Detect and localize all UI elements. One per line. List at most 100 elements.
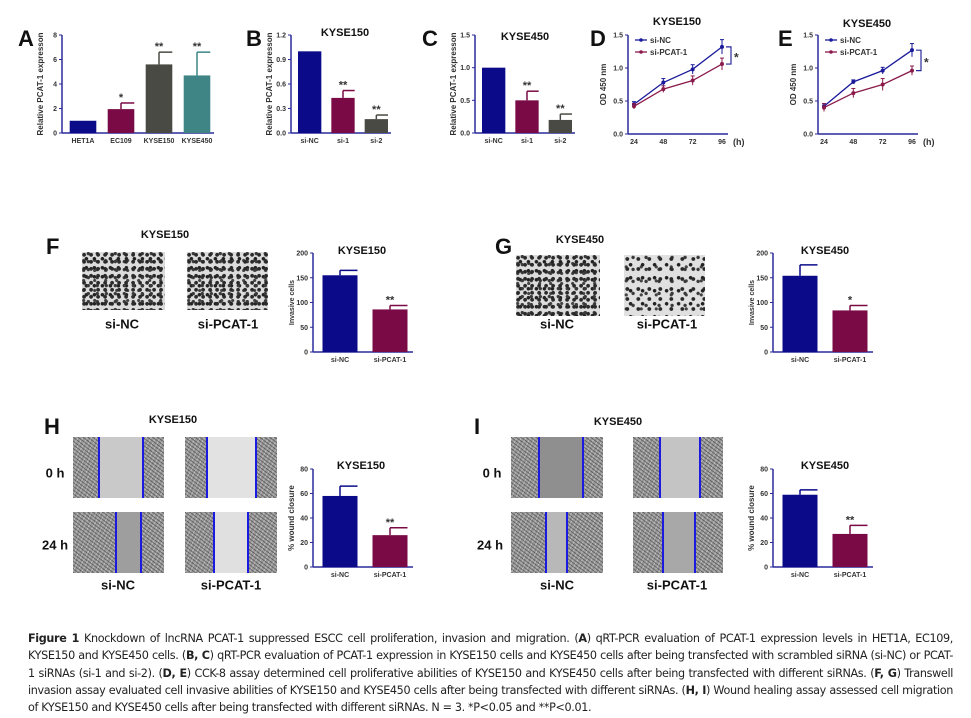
y-tick-label-a: 8 xyxy=(53,33,57,40)
data-point-e-si-nc xyxy=(910,48,914,53)
panel-label-f: F xyxy=(46,234,60,259)
chart-title-i: KYSE450 xyxy=(801,460,849,472)
y-tick-label-d: 1.5 xyxy=(613,33,623,40)
bar-f-si-pcat-1 xyxy=(372,309,408,352)
caption-segment: ) qRT-PCR evaluation of PCAT-1 expressio… xyxy=(28,632,953,663)
data-point-d-si-pcat-1 xyxy=(690,78,695,83)
y-tick-label-f: 150 xyxy=(296,275,308,282)
chart-title-h: KYSE150 xyxy=(337,460,385,472)
x-tick-label-h: si-NC xyxy=(331,572,349,579)
x-tick-label-f: si-PCAT-1 xyxy=(374,357,407,364)
caption-bold-segment: H, I xyxy=(685,683,707,697)
y-axis-label-f: Invasive cells xyxy=(289,280,296,325)
transwell-image-f-si-pcat1 xyxy=(187,252,268,310)
row-label-i-0h: 0 h xyxy=(482,465,502,481)
y-axis-label-i: % wound closure xyxy=(747,485,756,551)
panel-f-title: KYSE150 xyxy=(140,229,190,241)
data-point-d-si-pcat-1 xyxy=(632,104,636,109)
x-tick-label-c: si-2 xyxy=(554,138,566,145)
panel-label-g: G xyxy=(495,234,513,259)
y-tick-label-c: 0.5 xyxy=(460,98,470,105)
transwell-image-f-si-nc xyxy=(82,252,165,310)
transwell-image-g-si-pcat1 xyxy=(624,255,705,316)
caption-segment: ) qRT-PCR evaluation of PCAT-1 expressio… xyxy=(28,649,954,680)
x-tick-label-g: si-PCAT-1 xyxy=(834,357,867,364)
bar-a-het1a xyxy=(69,120,97,133)
y-tick-label-g: 50 xyxy=(760,325,768,332)
image-label-i-si-nc: si-NC xyxy=(540,577,574,593)
data-point-d-si-nc xyxy=(661,80,666,85)
significance-d: * xyxy=(734,50,739,64)
image-label-i-si-pcat1: si-PCAT-1 xyxy=(646,577,708,593)
y-tick-label-c: 1.0 xyxy=(460,65,470,72)
y-tick-label-a: 6 xyxy=(53,57,57,64)
y-tick-label-e: 1.5 xyxy=(803,33,813,40)
panel-h-title: KYSE150 xyxy=(148,414,198,426)
x-tick-label-a: KYSE150 xyxy=(144,138,175,145)
caption-bold-segment: A xyxy=(578,632,587,645)
y-tick-label-d: 0.0 xyxy=(613,132,623,139)
y-axis-label-h: % wound closure xyxy=(287,485,296,551)
legend-marker-e xyxy=(829,38,833,42)
x-tick-label-c: si-NC xyxy=(485,138,503,145)
legend-marker-d xyxy=(639,50,643,54)
x-unit-d: (h) xyxy=(733,137,745,147)
data-point-d-si-pcat-1 xyxy=(720,62,724,67)
transwell-image-g-si-nc xyxy=(516,255,600,316)
image-label-f-si-pcat1: si-PCAT-1 xyxy=(197,316,259,332)
y-tick-label-b: 0.3 xyxy=(276,106,286,113)
significance-bracket-e xyxy=(916,49,922,72)
caption-segment: Knockdown of lncRNA PCAT-1 suppressed ES… xyxy=(79,632,579,645)
panel-label-b: B xyxy=(246,26,262,51)
x-tick-label-d: 48 xyxy=(659,139,667,146)
significance-c: ** xyxy=(556,103,565,115)
caption-segment: ) Wound healing assay assessed cell migr… xyxy=(28,683,953,715)
chart-title-d: KYSE150 xyxy=(653,16,701,28)
y-tick-label-b: 0.0 xyxy=(276,131,286,138)
wound-image-h-si-nc-0h xyxy=(73,437,164,498)
y-axis-label-a: Relative PCAT-1 expresson xyxy=(36,32,45,135)
x-tick-label-d: 96 xyxy=(718,139,726,146)
y-tick-label-d: 0.5 xyxy=(613,99,623,106)
bar-f-si-nc xyxy=(322,275,358,352)
bar-h-si-pcat-1 xyxy=(372,535,408,567)
bar-a-kyse150 xyxy=(145,64,173,133)
y-tick-label-g: 150 xyxy=(756,275,768,282)
data-point-e-si-pcat-1 xyxy=(851,91,856,96)
x-tick-label-f: si-NC xyxy=(331,357,349,364)
figure-caption: Figure 1 Knockdown of lncRNA PCAT-1 supp… xyxy=(28,630,953,716)
caption-segment: ) CCK-8 assay determined cell proliferat… xyxy=(186,666,875,680)
data-point-e-si-pcat-1 xyxy=(880,82,885,87)
significance-a: ** xyxy=(155,41,164,53)
x-tick-label-b: si-2 xyxy=(370,138,382,145)
x-tick-label-d: 72 xyxy=(689,139,697,146)
y-tick-label-g: 100 xyxy=(756,300,768,307)
bar-c-si-nc xyxy=(482,67,506,133)
significance-a: ** xyxy=(193,41,202,53)
panel-g-title: KYSE450 xyxy=(555,234,605,246)
y-axis-label-g: Invasive cells xyxy=(749,280,756,325)
x-tick-label-b: si-NC xyxy=(301,138,319,145)
x-tick-label-e: 72 xyxy=(879,139,887,146)
caption-bold-segment: Figure 1 xyxy=(28,632,80,645)
bar-c-si-1 xyxy=(515,100,539,133)
y-tick-label-h: 20 xyxy=(300,540,308,547)
series-line-d-si-pcat-1 xyxy=(633,63,723,107)
x-tick-label-h: si-PCAT-1 xyxy=(374,572,407,579)
row-label-h-24h: 24 h xyxy=(41,537,69,553)
panel-i-title: KYSE450 xyxy=(593,416,643,428)
y-tick-label-f: 50 xyxy=(300,325,308,332)
y-tick-label-c: 0.0 xyxy=(460,131,470,138)
y-tick-label-e: 1.0 xyxy=(803,66,813,73)
y-tick-label-a: 2 xyxy=(53,106,57,113)
y-tick-label-a: 0 xyxy=(53,131,57,138)
significance-g: * xyxy=(848,294,853,306)
y-tick-label-b: 0.9 xyxy=(276,57,286,64)
panel-label-i: I xyxy=(474,414,481,439)
wound-image-h-si-pcat1-0h xyxy=(185,437,277,498)
chart-title-c: KYSE450 xyxy=(501,31,549,43)
significance-f: ** xyxy=(386,294,395,306)
caption-bold-segment: D, E xyxy=(162,666,188,680)
legend-label-d: si-NC xyxy=(650,36,671,45)
